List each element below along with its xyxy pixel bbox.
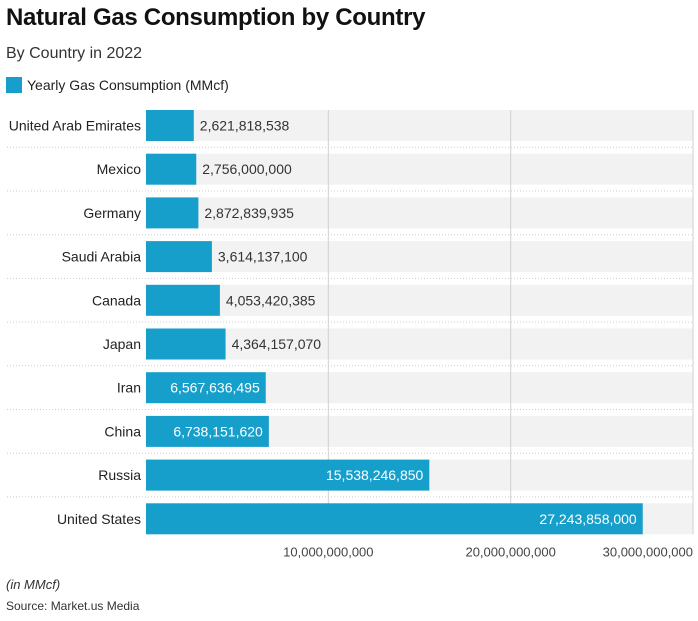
row-band — [146, 197, 693, 229]
data-label: 2,621,818,538 — [200, 118, 290, 134]
category-label: Japan — [103, 336, 141, 352]
row-band — [146, 284, 693, 316]
row-band — [146, 328, 693, 360]
chart-title: Natural Gas Consumption by Country — [6, 4, 426, 31]
x-tick-label: 20,000,000,000 — [465, 544, 555, 559]
legend: Yearly Gas Consumption (MMcf) — [6, 77, 229, 93]
bar — [146, 284, 220, 316]
row-band — [146, 153, 693, 185]
data-label: 6,567,636,495 — [170, 380, 260, 396]
bar — [146, 153, 197, 185]
data-label: 27,243,858,000 — [539, 511, 637, 527]
bar — [146, 241, 212, 273]
x-tick-label: 10,000,000,000 — [283, 544, 373, 559]
chart-subtitle: By Country in 2022 — [6, 45, 143, 62]
category-label: Canada — [92, 292, 141, 308]
x-tick-label: 30,000,000,000 — [603, 544, 693, 559]
bar — [146, 328, 226, 360]
unit-note: (in MMcf) — [6, 577, 61, 592]
bar — [146, 197, 199, 229]
category-label: Iran — [117, 380, 141, 396]
source-note: Source: Market.us Media — [6, 599, 140, 613]
data-label: 3,614,137,100 — [218, 249, 308, 265]
category-label: Russia — [98, 467, 141, 483]
category-label: Mexico — [97, 161, 142, 177]
data-label: 4,053,420,385 — [226, 292, 316, 308]
bar — [146, 110, 194, 141]
data-label: 2,756,000,000 — [202, 161, 292, 177]
data-label: 2,872,839,935 — [204, 205, 294, 221]
data-label: 15,538,246,850 — [326, 467, 424, 483]
data-label: 6,738,151,620 — [173, 423, 263, 439]
legend-label: Yearly Gas Consumption (MMcf) — [27, 77, 229, 93]
bar — [146, 503, 643, 535]
category-label: China — [104, 423, 141, 439]
bar — [146, 459, 430, 491]
legend-swatch — [6, 77, 22, 93]
category-label: United Arab Emirates — [9, 118, 141, 134]
category-label: Saudi Arabia — [62, 249, 142, 265]
data-label: 4,364,157,070 — [232, 336, 322, 352]
bar — [146, 372, 266, 404]
row-band — [146, 110, 693, 141]
category-label: United States — [57, 511, 141, 527]
row-band — [146, 241, 693, 273]
category-label: Germany — [83, 205, 141, 221]
bar — [146, 415, 269, 447]
